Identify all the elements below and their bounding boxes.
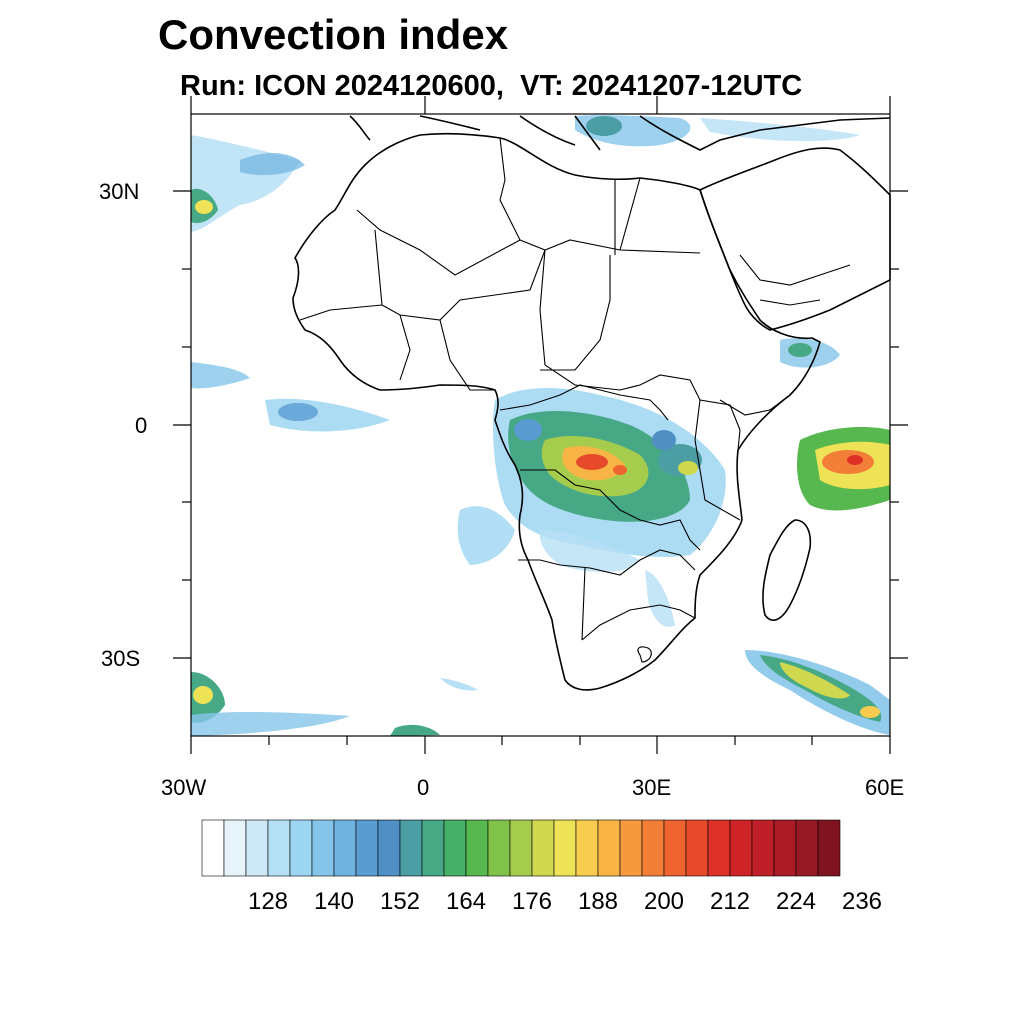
colorbar-box	[773, 819, 797, 877]
colorbar-box	[531, 819, 555, 877]
convection-area	[788, 343, 812, 357]
europe-coastline	[349, 115, 891, 151]
colorbar-box	[795, 819, 819, 877]
map-subtitle: Run: ICON 2024120600, VT: 20241207-12UTC	[180, 70, 803, 102]
colorbar-box	[685, 819, 709, 877]
lon-label: 60E	[865, 775, 905, 800]
colorbar-box	[355, 819, 379, 877]
map-title: Convection index	[158, 11, 509, 58]
border-line	[356, 209, 701, 276]
convection-area	[700, 118, 860, 142]
colorbar-box	[619, 819, 643, 877]
country-borders	[299, 137, 851, 663]
colorbar-box	[223, 819, 247, 877]
colorbar-box	[575, 819, 599, 877]
colorbar-tick-label: 128	[247, 888, 289, 915]
colorbar-tick-label: 212	[709, 888, 751, 915]
lat-label: 0	[135, 413, 148, 438]
convection-area	[457, 506, 515, 565]
convection-area	[240, 153, 305, 176]
colorbar-box	[729, 819, 753, 877]
lon-label: 0	[417, 775, 430, 800]
border-line	[739, 254, 851, 306]
colorbar-tick-label: 188	[577, 888, 619, 915]
colorbar	[201, 819, 841, 877]
arabia-coastline	[699, 147, 891, 331]
convection-core	[193, 686, 213, 704]
convection-core	[195, 200, 213, 214]
colorbar-box	[465, 819, 489, 877]
colorbar-tick-label: 152	[379, 888, 421, 915]
convection-core	[576, 454, 608, 470]
convection-core	[613, 465, 627, 475]
colorbar-box	[245, 819, 269, 877]
madagascar-coastline	[762, 519, 812, 621]
colorbar-tick-label: 224	[775, 888, 817, 915]
colorbar-box	[663, 819, 687, 877]
colorbar-box	[267, 819, 291, 877]
lat-label: 30S	[101, 646, 141, 671]
colorbar-box	[553, 819, 577, 877]
colorbar-box	[751, 819, 775, 877]
colorbar-tick-label: 140	[313, 888, 355, 915]
colorbar-box	[641, 819, 665, 877]
convection-area	[678, 461, 698, 475]
colorbar-box	[333, 819, 357, 877]
colorbar-tick-label: 200	[643, 888, 685, 915]
lon-label: 30E	[632, 775, 672, 800]
colorbar-box	[311, 819, 335, 877]
colorbar-box	[597, 819, 621, 877]
colorbar-box	[817, 819, 841, 877]
lon-label: 30W	[161, 775, 207, 800]
convection-area	[586, 116, 622, 136]
convection-area	[390, 724, 440, 736]
colorbar-box	[289, 819, 313, 877]
border-line	[694, 394, 791, 521]
border-line	[520, 469, 701, 551]
border-line	[499, 384, 669, 421]
colorbar-box	[487, 819, 511, 877]
convection-area	[652, 430, 676, 450]
colorbar-tick-label: 164	[445, 888, 487, 915]
convection-area	[780, 662, 850, 699]
convection-area	[278, 403, 318, 421]
convection-area	[539, 530, 640, 572]
colorbar-tick-label: 176	[511, 888, 553, 915]
colorbar-box	[377, 819, 401, 877]
convection-area	[514, 419, 542, 441]
convection-area	[440, 678, 478, 691]
convection-field	[191, 115, 890, 736]
border-line	[540, 255, 611, 371]
border-line	[637, 646, 652, 663]
border-line	[399, 314, 495, 391]
colorbar-box	[509, 819, 533, 877]
colorbar-box	[201, 819, 225, 877]
border-line	[518, 549, 696, 576]
colorbar-box	[399, 819, 423, 877]
border-line	[539, 249, 741, 451]
border-line	[299, 229, 546, 321]
convection-core	[847, 455, 863, 465]
convection-area	[191, 362, 250, 389]
axis-ticks	[173, 96, 908, 754]
border-line	[581, 567, 696, 641]
border-line	[499, 137, 641, 255]
colorbar-box	[421, 819, 445, 877]
colorbar-tick-label: 236	[841, 888, 883, 915]
convection-area	[645, 570, 675, 628]
colorbar-box	[707, 819, 731, 877]
colorbar-box	[443, 819, 467, 877]
lat-label: 30N	[99, 179, 140, 204]
convection-area	[191, 712, 350, 736]
convection-core	[860, 706, 880, 718]
